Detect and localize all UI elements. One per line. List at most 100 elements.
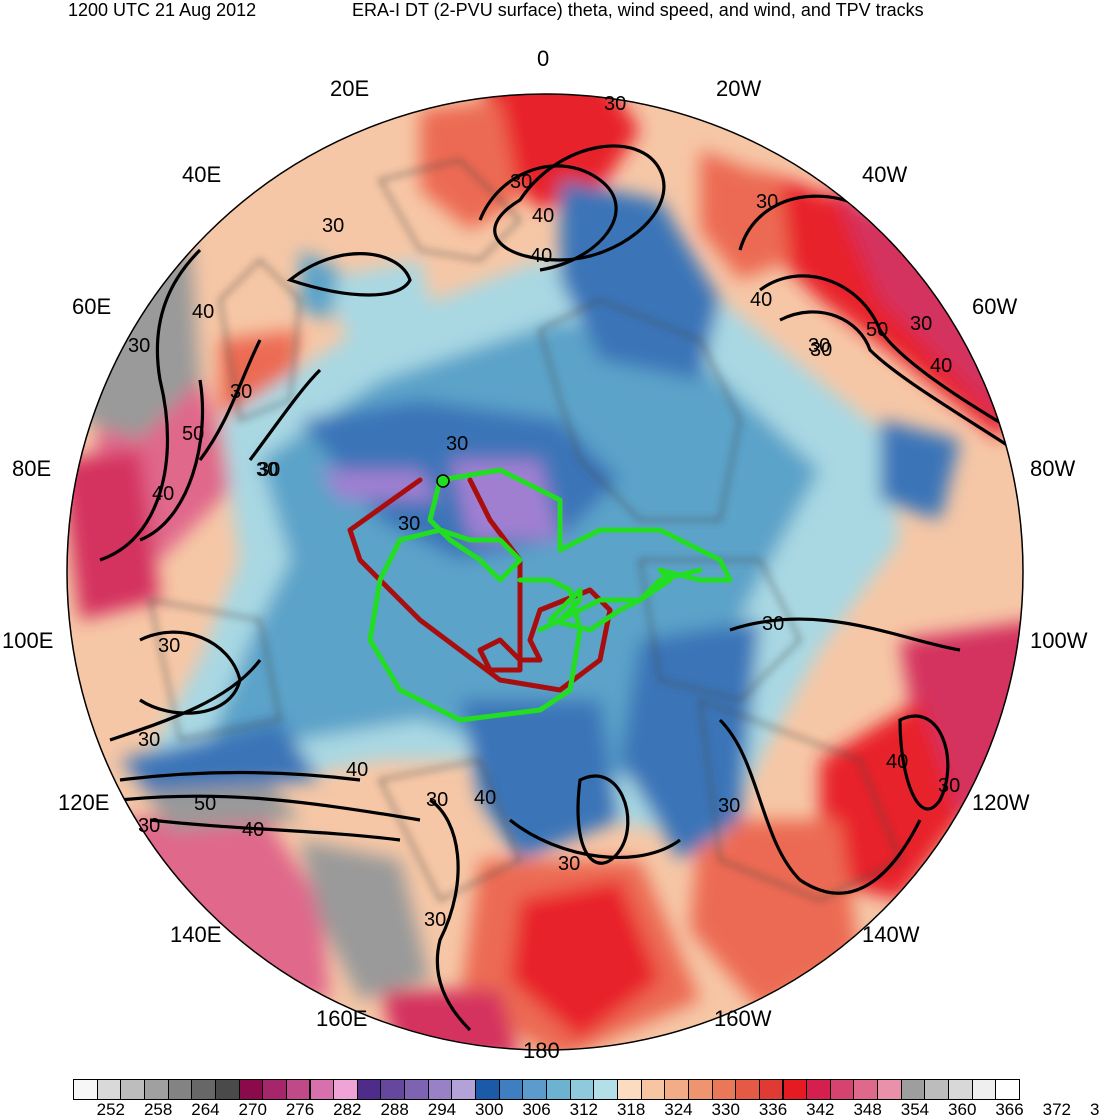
colorbar-label: 306 (522, 1100, 551, 1119)
contour-line (898, 714, 950, 811)
contour-label-group: 30 30 40 40 30 40 30 40 50 30 40 30 30 5… (128, 93, 960, 931)
colorbar-label: 318 (616, 1100, 646, 1119)
contour-line (759, 274, 1023, 442)
contour-label: 40 (930, 355, 952, 377)
contour-line (198, 339, 262, 461)
colorbar-label: 372 (1042, 1100, 1072, 1119)
lon-label-80e: 80E (12, 456, 52, 481)
contour-line (248, 368, 322, 461)
colorbar-cell (522, 1079, 547, 1100)
lon-label-160e: 160E (316, 1006, 368, 1031)
colorbar-label: 270 (238, 1100, 267, 1119)
contour-label: 30 (808, 335, 830, 357)
colorbar-cell (758, 1079, 784, 1100)
lon-label-80w: 80W (1030, 456, 1076, 481)
contour-label: 30 (138, 815, 160, 837)
colorbar-cell (877, 1079, 902, 1100)
header-timestamp: 1200 UTC 21 Aug 2012 (68, 0, 257, 20)
colorbar-label: 324 (664, 1100, 693, 1119)
colorbar-cell (687, 1079, 713, 1100)
colorbar-label: 282 (333, 1100, 362, 1119)
colorbar-label: 258 (143, 1100, 173, 1119)
colorbar-cell (143, 1079, 169, 1100)
colorbar-cell (806, 1079, 831, 1100)
contour-label: 30 (510, 171, 532, 193)
colorbar-cell (120, 1079, 145, 1100)
colorbar-cell (664, 1079, 689, 1100)
colorbar-cell (404, 1079, 429, 1100)
contour-label: 30 (424, 909, 446, 931)
colorbar-cell (238, 1079, 264, 1100)
contour-label: 40 (750, 289, 772, 311)
contour-label: 30 (910, 313, 932, 335)
colorbar-cell (782, 1079, 808, 1100)
colorbar-cell (262, 1079, 287, 1100)
colorbar-label: 288 (380, 1100, 409, 1119)
contour-label: 40 (152, 483, 174, 505)
lon-label-40e: 40E (182, 162, 222, 187)
colorbar-label: 330 (711, 1100, 740, 1119)
contour-label: 30 (558, 853, 580, 875)
colorbar-cell (475, 1079, 500, 1100)
colorbar-label: 294 (427, 1100, 457, 1119)
contour-label: 40 (532, 205, 554, 227)
colorbar-cell (616, 1079, 642, 1100)
colorbar-cell (829, 1079, 855, 1100)
colorbar-cell (427, 1079, 453, 1100)
contour-line (576, 774, 630, 865)
colorbar-cell (735, 1079, 760, 1100)
tpv-start-marker (436, 474, 450, 488)
colorbar-label: 276 (285, 1100, 315, 1119)
colorbar-cell (640, 1079, 666, 1100)
contour-line (779, 310, 1023, 462)
contour-label: 30 (158, 635, 180, 657)
lon-label-20w: 20W (716, 76, 762, 101)
lon-label-180: 180 (523, 1038, 560, 1063)
colorbar-cell (546, 1079, 571, 1100)
header-title: ERA-I DT (2-PVU surface) theta, wind spe… (352, 0, 924, 20)
colorbar-label: 252 (96, 1100, 126, 1119)
colorbar-cell (309, 1079, 335, 1100)
tpv-tracks (347, 467, 733, 723)
colorbar-cell (498, 1079, 524, 1100)
colorbar-label: 354 (900, 1100, 930, 1119)
colorbar-cell (96, 1079, 122, 1100)
colorbar-label: 312 (569, 1100, 599, 1119)
contour-label: 40 (242, 819, 264, 841)
colorbar-cell (569, 1079, 595, 1100)
colorbar-cell (214, 1079, 240, 1100)
contour-label: 40 (192, 301, 214, 323)
lon-label-20e: 20E (330, 76, 370, 101)
contour-label: 30 (256, 459, 278, 481)
colorbar-cell (711, 1079, 737, 1100)
contour-line (286, 252, 412, 297)
contour-line (149, 818, 401, 842)
contour-label: 30 (398, 513, 420, 535)
contour-label: 30 (258, 459, 280, 481)
colorbar-cell (924, 1079, 950, 1100)
lon-label-60e: 60E (72, 294, 112, 319)
contour-label: 30 (446, 433, 468, 455)
colorbar-cell (333, 1079, 358, 1100)
contour-label: 30 (128, 335, 150, 357)
contour-label: 30 (426, 789, 448, 811)
colorbar-cell (356, 1079, 382, 1100)
contour-line (139, 379, 204, 542)
colorbar-cell (451, 1079, 477, 1100)
tpv-track-green (367, 467, 733, 723)
colorbar-label: 336 (758, 1100, 788, 1119)
colorbar-cell (948, 1079, 973, 1100)
contour-line (493, 144, 666, 262)
lon-label-140e: 140E (170, 922, 222, 947)
contour-line (99, 248, 202, 562)
colorbar-label: 300 (475, 1100, 504, 1119)
contour-line (429, 798, 472, 1032)
lon-label-60w: 60W (972, 294, 1018, 319)
colorbar-cell (285, 1079, 311, 1100)
colorbar-cell (593, 1079, 618, 1100)
colorbar-cell (971, 1079, 997, 1100)
lon-label-100e: 100E (2, 628, 54, 653)
coastlines (148, 158, 902, 902)
colorbar-label: 378 (1089, 1100, 1099, 1119)
